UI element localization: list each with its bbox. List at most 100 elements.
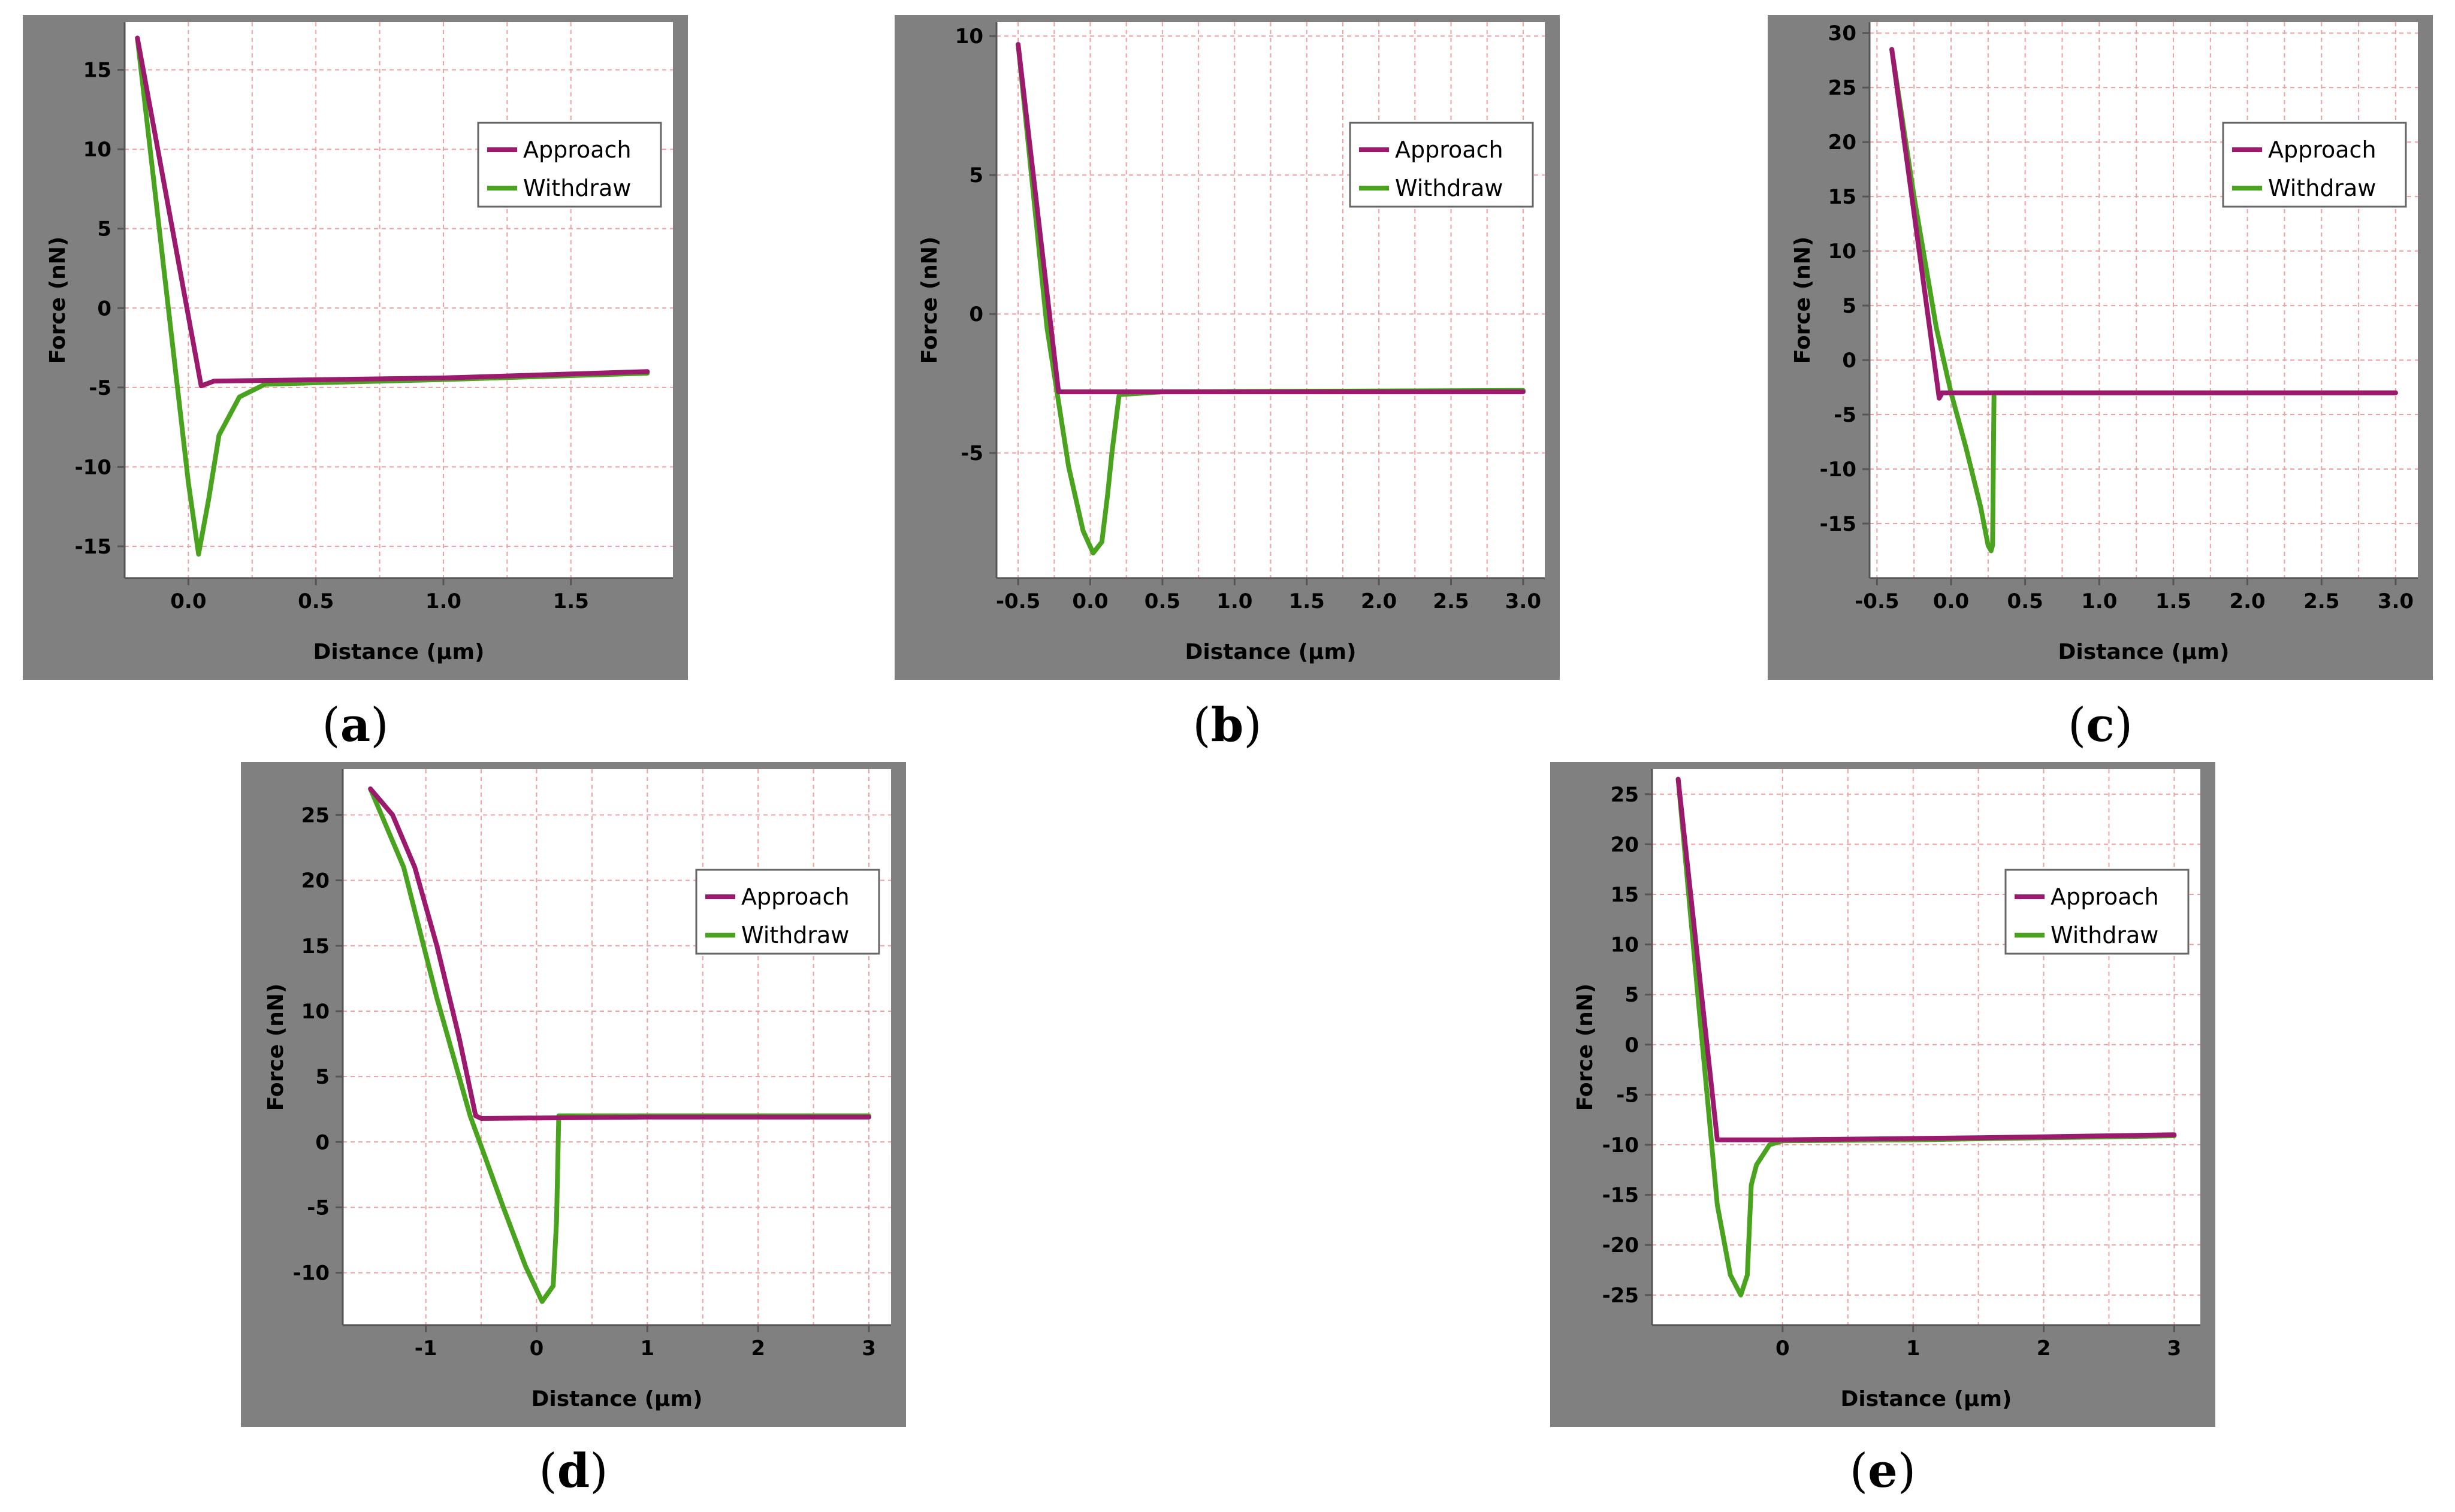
y-axis-label: Force (nN) [917,237,942,364]
y-tick-label: -10 [1820,458,1856,482]
y-tick-label: 10 [955,25,983,49]
legend-box [2004,869,2190,955]
caption-c: (c) [2067,698,2133,752]
caption-a: (a) [322,698,389,752]
y-tick-label: -25 [1602,1284,1639,1308]
x-tick-label: 2.0 [2229,589,2265,613]
y-tick-label: 15 [301,935,330,958]
y-tick-label: -5 [961,441,983,465]
y-tick-label: 25 [1611,783,1639,807]
y-tick-label: -10 [75,455,111,479]
x-tick-label: 0 [530,1336,544,1360]
chart-panel-e: 0 1 2 3 -25 -20 -15 -10 -5 0 5 10 15 20 25 Distance (µm… [1550,762,2215,1427]
y-tick-label: 5 [1624,983,1639,1007]
chart-panel-c: -0.5 0.0 0.5 1.0 1.5 2.0 2.5 3.0 -15 -10 -5 0 5 10 15 2… [1768,15,2433,680]
x-tick-label: 2 [751,1336,765,1360]
legend-label-withdraw: Withdraw [741,922,849,948]
x-tick-label: 2.5 [1433,589,1469,613]
y-tick-label: -5 [1616,1083,1639,1107]
y-axis-label: Force (nN) [1573,984,1598,1111]
y-tick-label: -5 [307,1196,330,1220]
y-axis-label: Force (nN) [46,237,70,364]
y-tick-label: -15 [75,535,111,559]
y-tick-label: 25 [301,803,330,827]
legend-box [477,122,662,208]
legend-box [695,869,880,955]
x-tick-label: 1.0 [425,589,461,613]
y-tick-label: 15 [1828,185,1856,209]
legend: Approach Withdraw [2222,122,2407,208]
legend-label-approach: Approach [2268,137,2377,163]
legend-label-approach: Approach [1395,137,1503,163]
plot-area [1652,769,2200,1325]
y-tick-label: -20 [1602,1233,1639,1257]
x-axis-label: Distance (µm) [313,640,485,664]
x-axis-label: Distance (µm) [532,1387,703,1411]
x-tick-label: 2.0 [1361,589,1397,613]
x-tick-label: 0 [1775,1336,1790,1360]
y-tick-label: 5 [969,164,983,188]
x-axis-label: Distance (µm) [1841,1387,2012,1411]
plot-area [125,22,673,578]
y-tick-label: 10 [83,138,111,162]
y-axis-label: Force (nN) [1790,237,1815,364]
legend-label-withdraw: Withdraw [2268,175,2376,201]
x-tick-label: 3.0 [2378,589,2414,613]
legend-box [2222,122,2407,208]
legend-label-approach: Approach [523,137,632,163]
y-tick-label: 0 [969,303,983,326]
plot-area [1870,22,2418,578]
series-line-approach [135,35,650,389]
plot-area [997,22,1545,578]
series-line-approach [1675,776,2177,1142]
legend-label-approach: Approach [741,884,850,910]
y-tick-label: 10 [1828,240,1856,264]
x-axis-label: Distance (µm) [1185,640,1357,664]
x-tick-label: 3 [862,1336,876,1360]
y-tick-label: 20 [1611,833,1639,857]
legend: Approach Withdraw [2004,869,2190,955]
x-tick-label: 0.5 [1145,589,1180,613]
caption-d: (d) [539,1444,608,1498]
series-line-approach [1889,47,2398,401]
x-tick-label: -1 [415,1336,437,1360]
y-tick-label: 5 [97,217,111,241]
y-tick-label: -5 [1834,403,1856,427]
y-tick-label: 15 [83,59,111,83]
y-tick-label: -15 [1602,1184,1639,1208]
plot-area [343,769,891,1325]
caption-b: (b) [1192,698,1262,752]
y-tick-label: 15 [1611,883,1639,907]
x-tick-label: 2.5 [2303,589,2339,613]
y-axis-label: Force (nN) [264,984,288,1111]
legend: Approach Withdraw [1349,122,1534,208]
x-tick-label: 3 [2167,1336,2182,1360]
y-tick-label: 25 [1828,76,1856,100]
legend-label-withdraw: Withdraw [523,175,631,201]
y-tick-label: 20 [301,869,330,893]
x-tick-label: 1.0 [1216,589,1252,613]
x-tick-label: 1 [1906,1336,1920,1360]
y-tick-label: 10 [301,1000,330,1024]
x-tick-label: 0.5 [298,589,334,613]
x-tick-label: 2 [2037,1336,2051,1360]
y-tick-label: 0 [97,297,111,320]
x-tick-label: 1.5 [2155,589,2191,613]
x-tick-label: 3.0 [1505,589,1541,613]
x-tick-label: 0.0 [170,589,206,613]
legend: Approach Withdraw [477,122,662,208]
x-tick-label: 1.5 [1289,589,1325,613]
caption-e: (e) [1849,1444,1916,1498]
series-line-approach [1016,42,1526,395]
chart-panel-b: -0.5 0.0 0.5 1.0 1.5 2.0 2.5 3.0 -5 0 5 10 Distance … [895,15,1560,680]
y-tick-label: -15 [1820,512,1856,536]
legend-box [1349,122,1534,208]
y-tick-label: 0 [315,1130,330,1154]
x-tick-label: 1 [640,1336,654,1360]
legend-label-approach: Approach [2051,884,2159,910]
y-tick-label: 20 [1828,131,1856,155]
y-tick-label: 0 [1624,1033,1639,1057]
legend-label-withdraw: Withdraw [1395,175,1503,201]
series-line-approach [368,786,871,1121]
